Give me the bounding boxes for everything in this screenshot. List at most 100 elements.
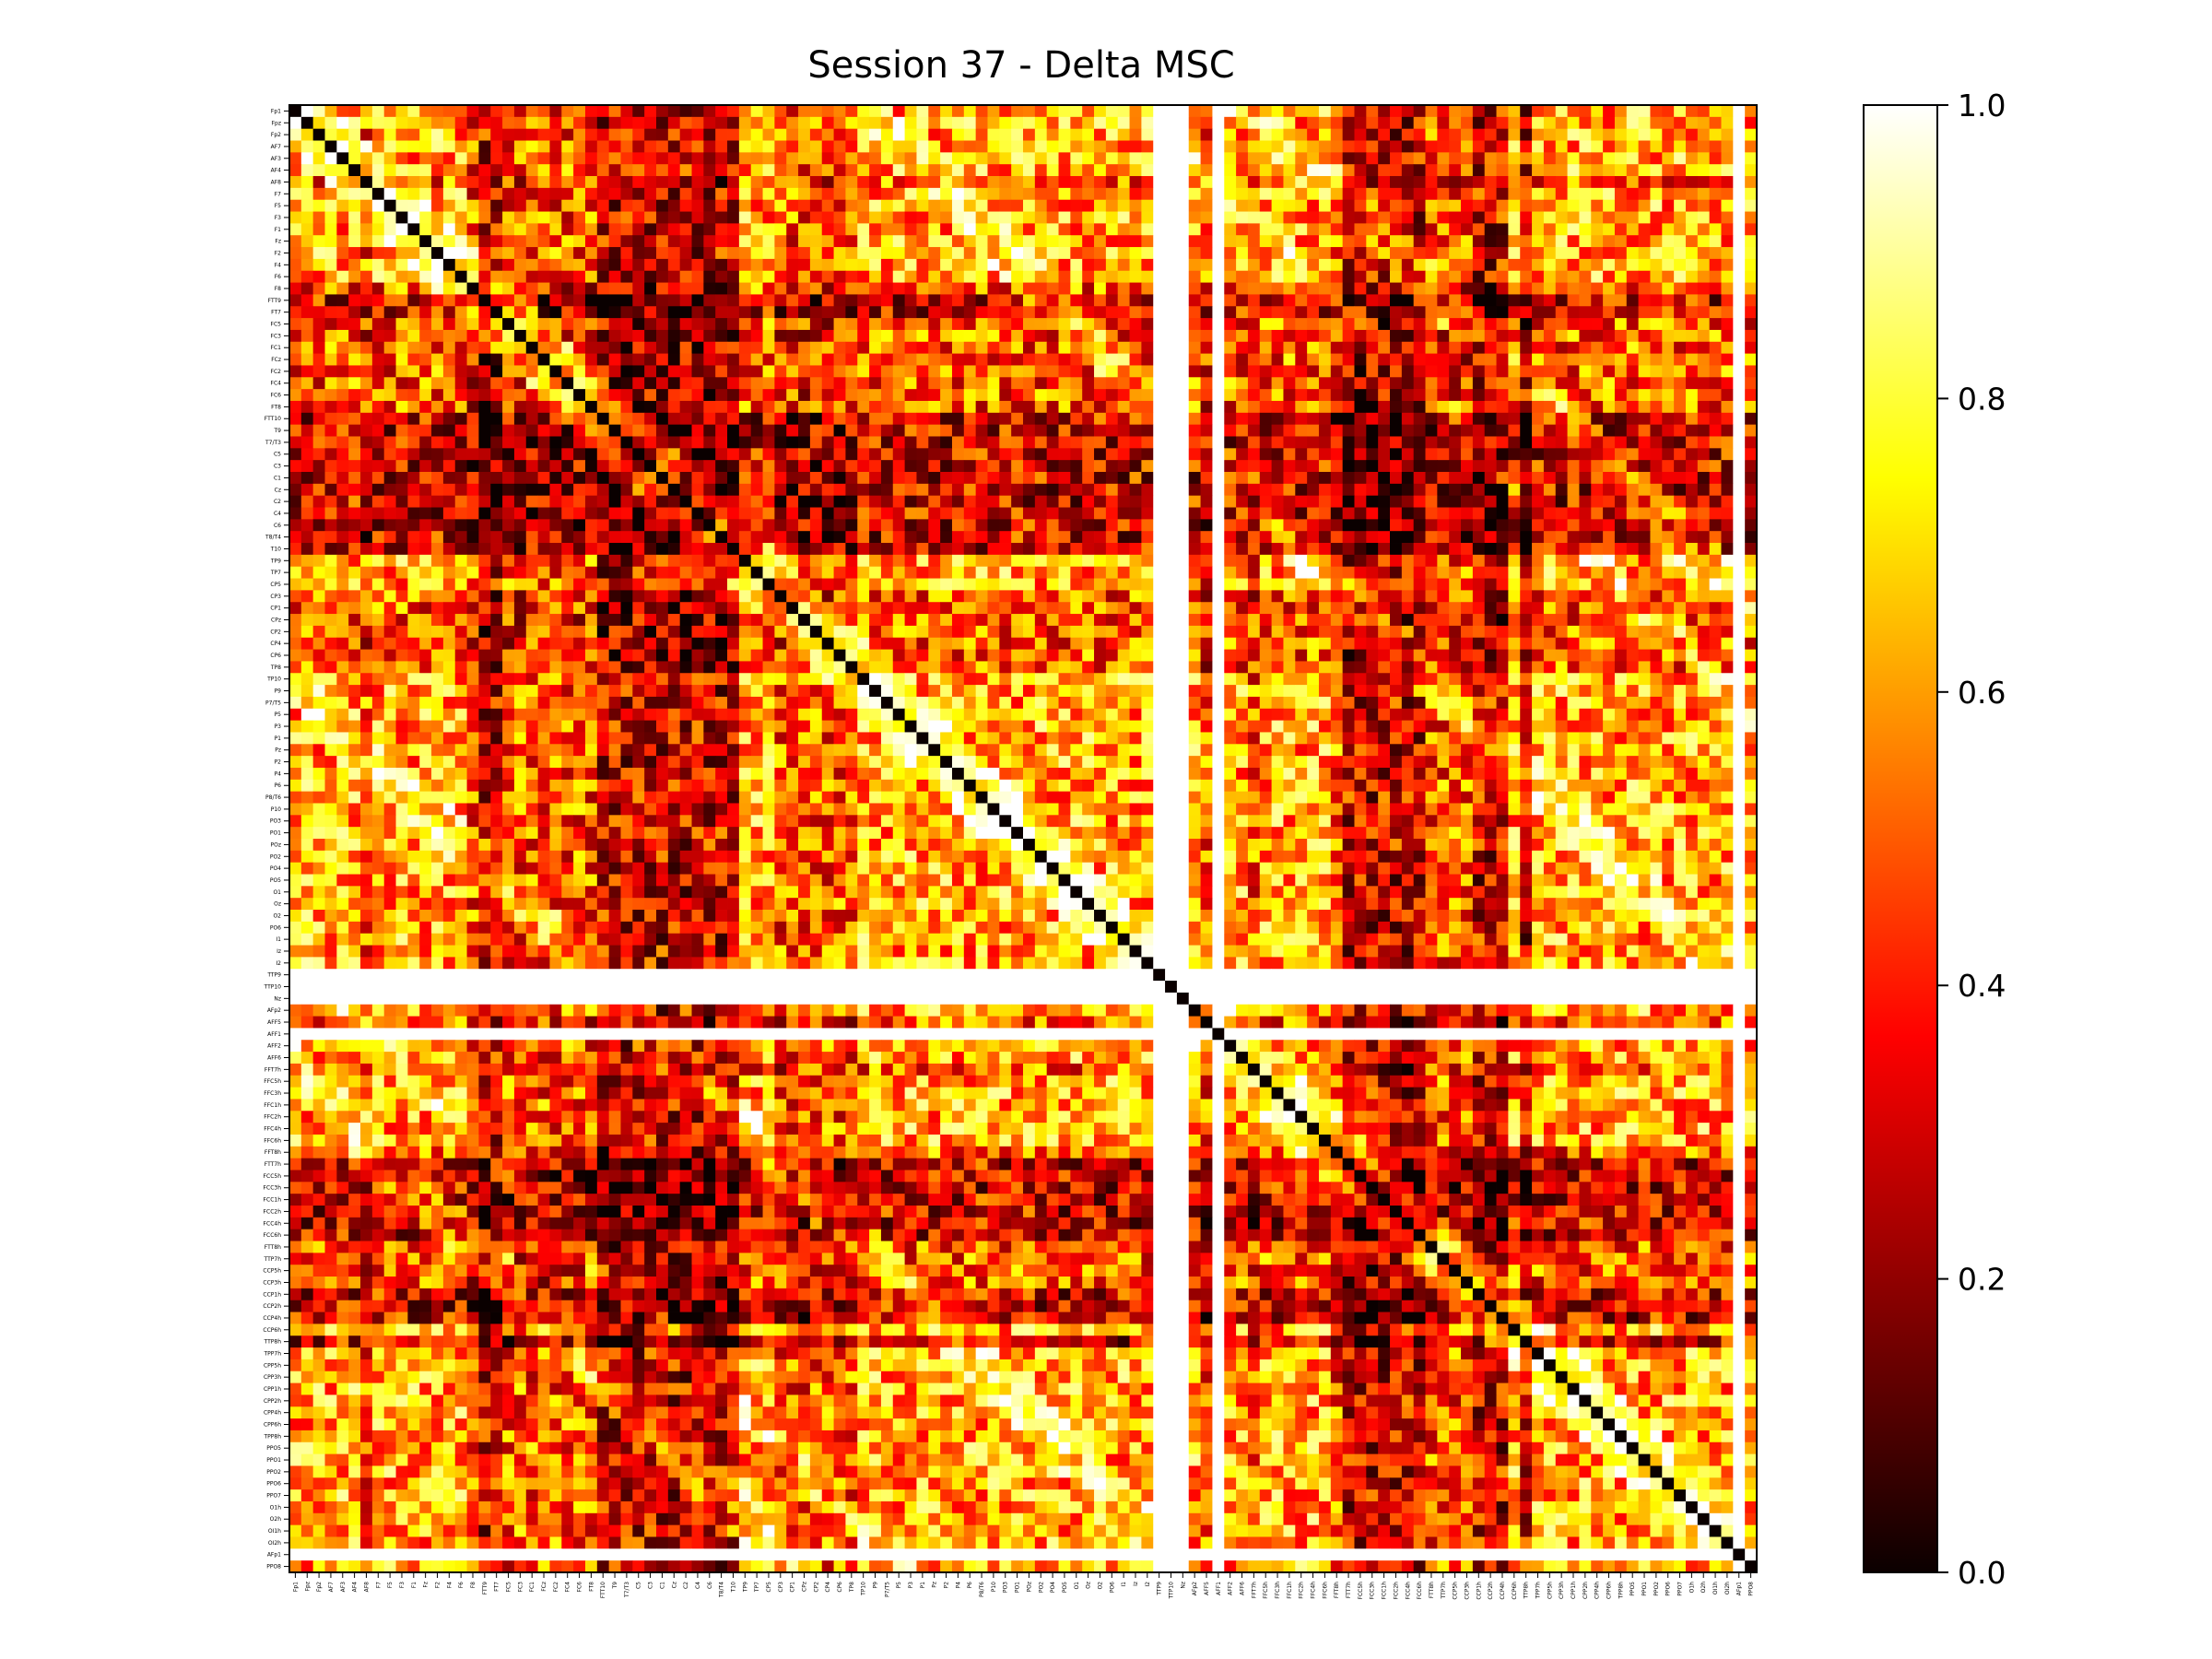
- heatmap-cell: [513, 116, 527, 130]
- heatmap-cell: [1662, 353, 1675, 366]
- heatmap-cell: [667, 199, 681, 212]
- heatmap-cell: [1662, 187, 1675, 201]
- heatmap-cell: [1153, 365, 1166, 378]
- heatmap-cell: [774, 507, 787, 520]
- heatmap-cell: [336, 152, 349, 165]
- heatmap-cell: [1117, 318, 1130, 331]
- heatmap-cell: [502, 329, 515, 343]
- heatmap-cell: [916, 543, 929, 556]
- heatmap-cell: [1070, 270, 1083, 283]
- heatmap-cell: [1318, 365, 1332, 378]
- heatmap-cell: [1224, 270, 1237, 283]
- heatmap-cell: [1058, 164, 1071, 177]
- heatmap-cell: [644, 365, 657, 378]
- heatmap-cell: [727, 258, 740, 272]
- heatmap-cell: [963, 341, 977, 355]
- heatmap-cell: [360, 329, 373, 343]
- heatmap-cell: [1709, 128, 1722, 141]
- heatmap-cell: [975, 377, 988, 390]
- heatmap-cell: [1591, 519, 1604, 532]
- heatmap-cell: [1555, 412, 1568, 426]
- heatmap-cell: [940, 519, 953, 532]
- heatmap-cell: [336, 400, 349, 414]
- heatmap-cell: [442, 554, 456, 568]
- heatmap-cell: [821, 116, 834, 130]
- heatmap-cell: [904, 211, 917, 224]
- heatmap-cell: [1496, 507, 1509, 520]
- heatmap-cell: [1200, 176, 1213, 189]
- heatmap-cell: [395, 128, 408, 141]
- heatmap-cell: [1425, 543, 1438, 556]
- heatmap-cell: [431, 270, 444, 283]
- heatmap-cell: [608, 199, 621, 212]
- heatmap-cell: [798, 353, 811, 366]
- heatmap-cell: [1153, 448, 1166, 461]
- heatmap-cell: [1318, 235, 1332, 248]
- heatmap-cell: [1271, 424, 1284, 437]
- heatmap-cell: [1058, 329, 1071, 343]
- heatmap-cell: [502, 116, 515, 130]
- heatmap-cell: [442, 116, 456, 130]
- heatmap-cell: [1330, 412, 1344, 426]
- heatmap-cell: [679, 543, 692, 556]
- heatmap-cell: [1378, 377, 1391, 390]
- heatmap-cell: [940, 105, 953, 118]
- heatmap-cell: [513, 105, 527, 118]
- heatmap-cell: [869, 400, 882, 414]
- heatmap-cell: [1579, 507, 1592, 520]
- heatmap-cell: [857, 400, 870, 414]
- heatmap-cell: [584, 377, 598, 390]
- heatmap-cell: [1366, 176, 1379, 189]
- heatmap-cell: [715, 436, 728, 449]
- heatmap-cell: [1366, 353, 1379, 366]
- heatmap-cell: [1555, 105, 1568, 118]
- heatmap-cell: [1283, 164, 1296, 177]
- heatmap-cell: [1330, 483, 1344, 497]
- heatmap-cell: [1176, 341, 1190, 355]
- heatmap-cell: [1283, 436, 1296, 449]
- heatmap-cell: [395, 543, 408, 556]
- heatmap-cell: [999, 223, 1012, 236]
- heatmap-cell: [1200, 377, 1213, 390]
- heatmap-cell: [644, 329, 657, 343]
- heatmap-cell: [1496, 152, 1509, 165]
- heatmap-cell: [1638, 223, 1651, 236]
- heatmap-cell: [1046, 412, 1059, 426]
- heatmap-cell: [857, 519, 870, 532]
- heatmap-cell: [371, 436, 385, 449]
- heatmap-cell: [1283, 116, 1296, 130]
- heatmap-cell: [1626, 424, 1640, 437]
- heatmap-cell: [1046, 105, 1059, 118]
- heatmap-cell: [1283, 270, 1296, 283]
- heatmap-cell: [1318, 400, 1332, 414]
- heatmap-cell: [1034, 400, 1048, 414]
- heatmap-cell: [1472, 472, 1486, 485]
- heatmap-cell: [620, 176, 633, 189]
- heatmap-cell: [1307, 235, 1320, 248]
- heatmap-cell: [442, 152, 456, 165]
- heatmap-cell: [703, 211, 716, 224]
- heatmap-cell: [632, 483, 645, 497]
- heatmap-cell: [1094, 400, 1107, 414]
- heatmap-cell: [786, 306, 799, 319]
- heatmap-cell: [336, 199, 349, 212]
- heatmap-cell: [727, 460, 740, 473]
- heatmap-cell: [525, 294, 539, 307]
- heatmap-cell: [691, 199, 704, 212]
- heatmap-cell: [667, 531, 681, 544]
- heatmap-cell: [774, 353, 787, 366]
- heatmap-cell: [1484, 116, 1497, 130]
- heatmap-cell: [1224, 377, 1237, 390]
- heatmap-cell: [774, 329, 787, 343]
- heatmap-cell: [1401, 377, 1415, 390]
- heatmap-cell: [383, 472, 396, 485]
- heatmap-cell: [466, 282, 479, 295]
- heatmap-cell: [821, 531, 834, 544]
- heatmap-cell: [1271, 448, 1284, 461]
- heatmap-cell: [1129, 223, 1142, 236]
- heatmap-cell: [1165, 270, 1178, 283]
- heatmap-cell: [892, 223, 906, 236]
- heatmap-cell: [1011, 329, 1024, 343]
- heatmap-cell: [916, 519, 929, 532]
- heatmap-cell: [1082, 306, 1095, 319]
